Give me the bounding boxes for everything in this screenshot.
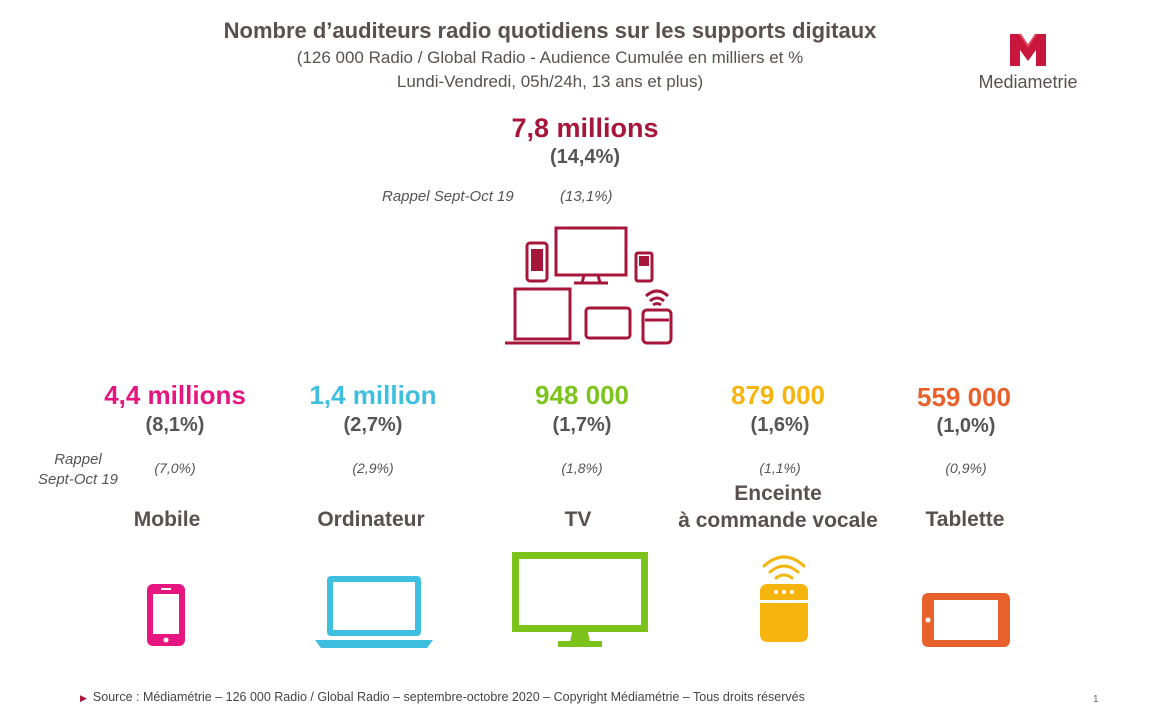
enceinte-label-line-2: à commande vocale — [678, 509, 878, 532]
tablette-pct: (1,0%) — [936, 415, 996, 437]
subtitle-line-1: (126 000 Radio / Global Radio - Audience… — [296, 48, 804, 67]
page-title: Nombre d’auditeurs radio quotidiens sur … — [223, 18, 877, 43]
tv-pct: (1,7%) — [552, 414, 612, 436]
tablette-rappel: (0,9%) — [945, 460, 987, 476]
laptop-icon — [315, 576, 433, 648]
total-rappel-label: Rappel Sept-Oct 19 — [382, 188, 514, 205]
tablette-value: 559 000 — [917, 382, 1011, 412]
tv-label: TV — [564, 508, 592, 531]
enceinte-value: 879 000 — [731, 380, 825, 410]
tablet-icon — [922, 593, 1010, 647]
ordinateur-label: Ordinateur — [317, 508, 425, 531]
tablette-label: Tablette — [925, 508, 1005, 531]
mobile-value: 4,4 millions — [104, 380, 246, 410]
ordinateur-rappel: (2,9%) — [352, 460, 394, 476]
bullet-triangle-icon: ▶ — [80, 693, 87, 703]
rappel-row-label: Rappel Sept-Oct 19 — [37, 451, 119, 488]
ordinateur-pct: (2,7%) — [343, 414, 403, 436]
tv-icon — [512, 552, 648, 647]
total-rappel-value: (13,1%) — [560, 188, 613, 205]
enceinte-rappel: (1,1%) — [759, 460, 801, 476]
mobile-rappel: (7,0%) — [154, 460, 196, 476]
enceinte-label: Enceinte — [734, 482, 822, 505]
mediametrie-logo-icon — [1010, 33, 1046, 66]
tv-value: 948 000 — [535, 380, 629, 410]
tv-rappel: (1,8%) — [561, 460, 603, 476]
enceinte-pct: (1,6%) — [750, 414, 810, 436]
total-value: 7,8 millions — [511, 113, 659, 143]
footer-source: ▶ Source : Médiamétrie – 126 000 Radio / … — [80, 690, 805, 704]
mobile-pct: (8,1%) — [145, 414, 205, 436]
total-pct: (14,4%) — [549, 146, 621, 168]
smartphone-icon — [147, 584, 185, 646]
ordinateur-value: 1,4 million — [309, 380, 437, 410]
page-number: 1 — [1093, 694, 1099, 705]
devices-group-icon — [505, 226, 673, 345]
logo-text: Mediametrie — [978, 72, 1078, 92]
subtitle-line-2: Lundi-Vendredi, 05h/24h, 13 ans et plus) — [396, 72, 704, 91]
mobile-label: Mobile — [133, 508, 201, 531]
smart-speaker-icon — [760, 555, 808, 642]
